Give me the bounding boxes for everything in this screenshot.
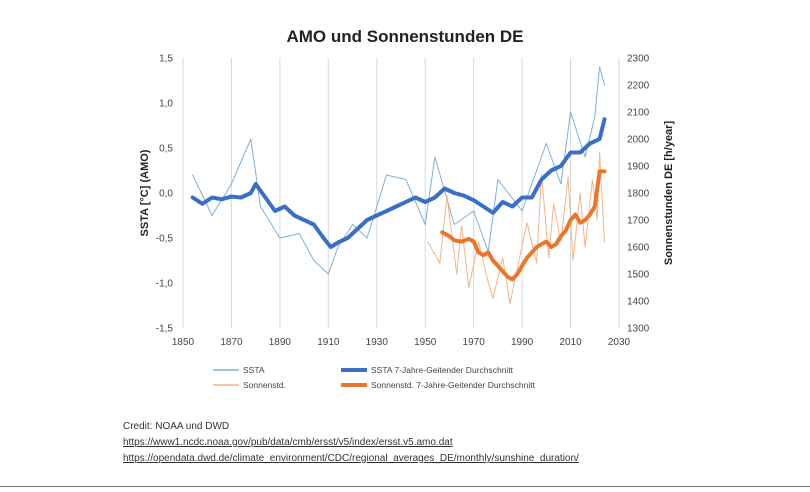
y-left-tick-label: 1,0	[159, 99, 173, 110]
noaa-link[interactable]: https://www1.ncdc.noaa.gov/pub/data/cmb/…	[123, 437, 453, 448]
axis-ticks: 1850 1870 1890 1910 1930 1950 1970 1990 2010 2030…	[156, 54, 650, 349]
y-left-tick-label: 1,5	[159, 54, 173, 65]
x-tick-label: 1990	[511, 337, 534, 348]
y-right-tick-label: 1600	[627, 243, 650, 254]
x-tick-label: 1950	[414, 337, 437, 348]
legend: SSTA SSTA 7-Jahre-Geitender Durchschnitt S…	[213, 365, 536, 390]
y-left-label: SSTA [°C] (AMO)	[139, 149, 151, 236]
x-tick-label: 2010	[559, 337, 582, 348]
bottom-divider	[0, 486, 810, 487]
y-right-tick-label: 1900	[627, 162, 650, 173]
y-right-tick-label: 1500	[627, 270, 650, 281]
y-left-tick-label: -0,5	[156, 234, 174, 245]
series-line-1	[440, 169, 607, 282]
y-right-tick-label: 1700	[627, 216, 650, 227]
y-right-tick-label: 2200	[627, 81, 650, 92]
y-right-label: Sonnenstunden DE [h/year]	[663, 121, 675, 266]
y-right-tick-label: 1800	[627, 189, 650, 200]
series-line-2	[192, 66, 605, 275]
x-tick-label: 1970	[463, 337, 486, 348]
x-tick-label: 2030	[608, 337, 631, 348]
dwd-link[interactable]: https://opendata.dwd.de/climate_environm…	[123, 453, 579, 464]
series-line-0	[190, 117, 607, 249]
credits-source: Credit: NOAA und DWD	[123, 421, 230, 432]
x-tick-label: 1870	[220, 337, 243, 348]
y-right-tick-label: 1400	[627, 297, 650, 308]
series-line-3	[427, 152, 605, 305]
credits: Credit: NOAA und DWD https://www1.ncdc.n…	[123, 419, 579, 467]
y-right-tick-label: 2100	[627, 108, 650, 119]
y-right-tick-label: 1300	[627, 324, 650, 335]
series-lines	[190, 66, 607, 305]
y-left-tick-label: 0,5	[159, 144, 173, 155]
legend-label: SSTA 7-Jahre-Geitender Durchschnitt	[371, 365, 514, 375]
x-tick-label: 1890	[269, 337, 292, 348]
x-tick-label: 1850	[172, 337, 195, 348]
legend-label: Sonnenstd.	[243, 380, 286, 390]
x-tick-label: 1910	[317, 337, 340, 348]
chart-title: AMO und Sonnenstunden DE	[286, 27, 523, 46]
legend-label: SSTA	[243, 365, 265, 375]
y-left-tick-label: -1,0	[156, 279, 174, 290]
x-tick-label: 1930	[366, 337, 389, 348]
legend-label: Sonnenstd. 7-Jahre-Geitender Durchschnit…	[371, 380, 536, 390]
grid	[182, 58, 620, 328]
y-right-tick-label: 2000	[627, 135, 650, 146]
y-left-tick-label: -1,5	[156, 324, 174, 335]
y-left-tick-label: 0,0	[159, 189, 173, 200]
y-right-tick-label: 2300	[627, 54, 650, 65]
